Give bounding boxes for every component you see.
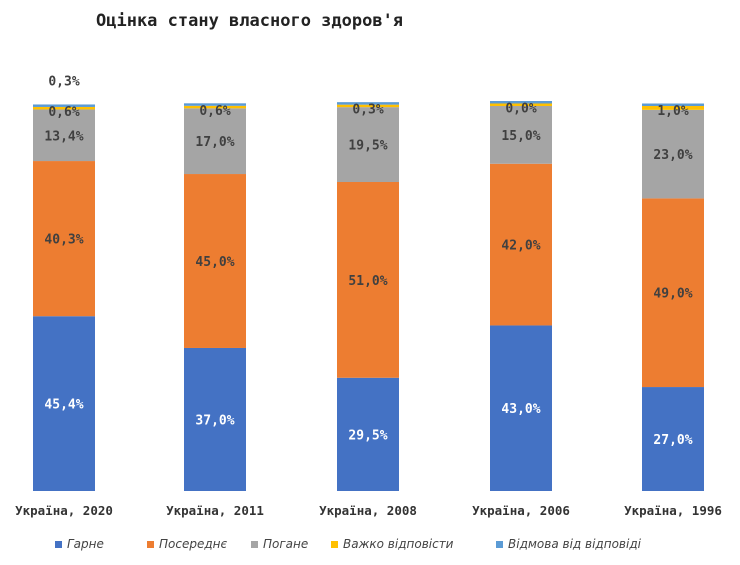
value-label-погане-4: 23,0% [653,148,692,163]
value-label-важко-відповісти-0: 0,6% [48,105,79,120]
value-label-гарне-1: 37,0% [195,413,234,428]
value-label-посереднє-1: 45,0% [195,255,234,270]
category-label-2: Україна, 2008 [319,503,417,518]
bar-segment-відмова-від-відповіді-0 [33,104,95,107]
bar-segment-посереднє-4 [642,198,704,388]
category-labels-group: Україна, 2020 Україна, 2011 Україна, 2008 У… [15,503,722,518]
value-label-погане-0: 13,4% [44,129,83,144]
value-labels-group: 45,4% 40,3% 13,4% 0,6% 0,3% 37,0% 45,0% 17,0% 0,… [44,74,692,448]
bar-segment-погане-1 [184,108,246,175]
bar-segment-відмова-від-відповіді-2 [337,102,399,105]
chart-title: Оцінка стану власного здоров'я [96,11,403,31]
bar-segment-гарне-3 [490,325,552,491]
bar-segment-погане-2 [337,107,399,183]
bar-segment-гарне-4 [642,387,704,491]
value-label-погане-3: 15,0% [501,129,540,144]
legend-label-гарне: Гарне [67,537,104,551]
bar-segment-відмова-від-відповіді-3 [490,101,552,104]
bar-segment-гарне-1 [184,347,246,491]
bar-segment-відмова-від-відповіді-1 [184,103,246,106]
bar-segment-гарне-0 [33,316,95,491]
bar-segment-посереднє-1 [184,174,246,348]
value-label-погане-1: 17,0% [195,135,234,150]
legend-label-важко-відповісти: Важко відповісти [343,537,454,551]
value-label-посереднє-0: 40,3% [44,233,83,248]
legend-swatch-посереднє [147,541,154,548]
bar-segment-гарне-2 [337,377,399,491]
legend-swatch-важко-відповісти [331,541,338,548]
value-label-важко-відповісти-3: 0,0% [505,102,536,117]
bar-segment-важко-відповісти-1 [184,105,246,109]
bar-segment-важко-відповісти-0 [33,106,95,110]
category-label-0: Україна, 2020 [15,503,113,518]
value-label-важко-відповісти-4: 1,0% [657,104,688,119]
value-label-гарне-0: 45,4% [44,398,83,413]
legend-label-відмова-від-відповіді: Відмова від відповіді [508,537,642,551]
value-label-відмова-від-відповіді-0: 0,3% [48,74,79,89]
bar-segment-погане-3 [490,106,552,164]
value-label-гарне-2: 29,5% [348,428,387,443]
bar-segment-відмова-від-відповіді-4 [642,103,704,106]
category-label-3: Україна, 2006 [472,503,570,518]
legend: Гарне Посереднє Погане Важко відповісти Відм… [55,537,642,551]
legend-label-погане: Погане [263,537,308,551]
bar-segment-важко-відповісти-4 [642,106,704,110]
legend-swatch-відмова-від-відповіді [496,541,503,548]
legend-swatch-гарне [55,541,62,548]
legend-swatch-погане [251,541,258,548]
bars-group [33,101,704,491]
category-label-4: Україна, 1996 [624,503,722,518]
category-label-1: Україна, 2011 [166,503,264,518]
bar-segment-важко-відповісти-3 [490,103,552,106]
bar-segment-погане-0 [33,109,95,162]
legend-label-посереднє: Посереднє [159,537,227,551]
value-label-гарне-4: 27,0% [653,433,692,448]
value-label-посереднє-4: 49,0% [653,287,692,302]
value-label-посереднє-2: 51,0% [348,274,387,289]
value-label-важко-відповісти-1: 0,6% [199,104,230,119]
value-label-важко-відповісти-2: 0,3% [352,103,383,118]
value-label-погане-2: 19,5% [348,139,387,154]
bar-segment-важко-відповісти-2 [337,104,399,108]
bar-segment-посереднє-3 [490,163,552,326]
value-label-посереднє-3: 42,0% [501,239,540,254]
bar-segment-посереднє-0 [33,161,95,317]
bar-segment-погане-4 [642,109,704,199]
value-label-гарне-3: 43,0% [501,402,540,417]
bar-segment-посереднє-2 [337,182,399,378]
